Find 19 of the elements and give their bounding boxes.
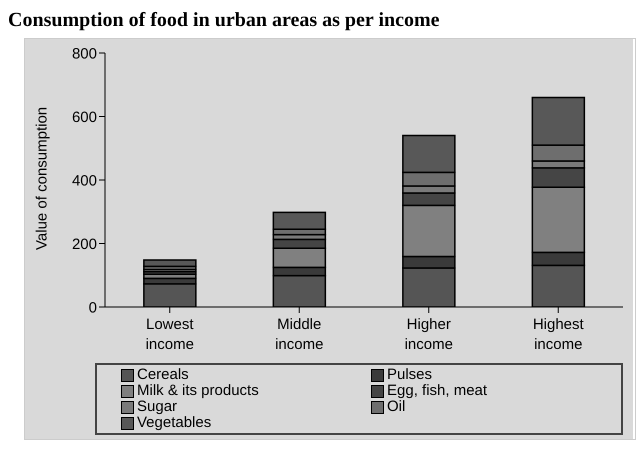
legend-label: Oil bbox=[387, 398, 406, 415]
legend-label: Egg, fish, meat bbox=[387, 382, 488, 399]
y-tick-label: 200 bbox=[72, 236, 97, 253]
x-tick-label: Highest income bbox=[532, 316, 585, 353]
y-axis-title: Value of consumption bbox=[33, 106, 50, 250]
y-tick-label: 400 bbox=[72, 172, 97, 190]
x-tick-label: Middle income bbox=[275, 316, 324, 353]
y-tick-label: 800 bbox=[72, 45, 97, 62]
y-tick-label: 0 bbox=[88, 299, 97, 316]
chart-title: Consumption of food in urban areas as per income bbox=[8, 8, 441, 32]
legend-label: Sugar bbox=[137, 398, 178, 415]
legend-label: Vegetables bbox=[137, 414, 212, 431]
legend-label: Cereals bbox=[137, 366, 189, 383]
x-tick-label: Higher income bbox=[404, 316, 453, 353]
x-tick-label: Lowest income bbox=[146, 316, 194, 353]
legend-label: Milk & its products bbox=[137, 382, 259, 399]
legend-label: Pulses bbox=[387, 366, 432, 383]
bar bbox=[143, 259, 197, 268]
y-tick-label: 600 bbox=[72, 108, 97, 126]
